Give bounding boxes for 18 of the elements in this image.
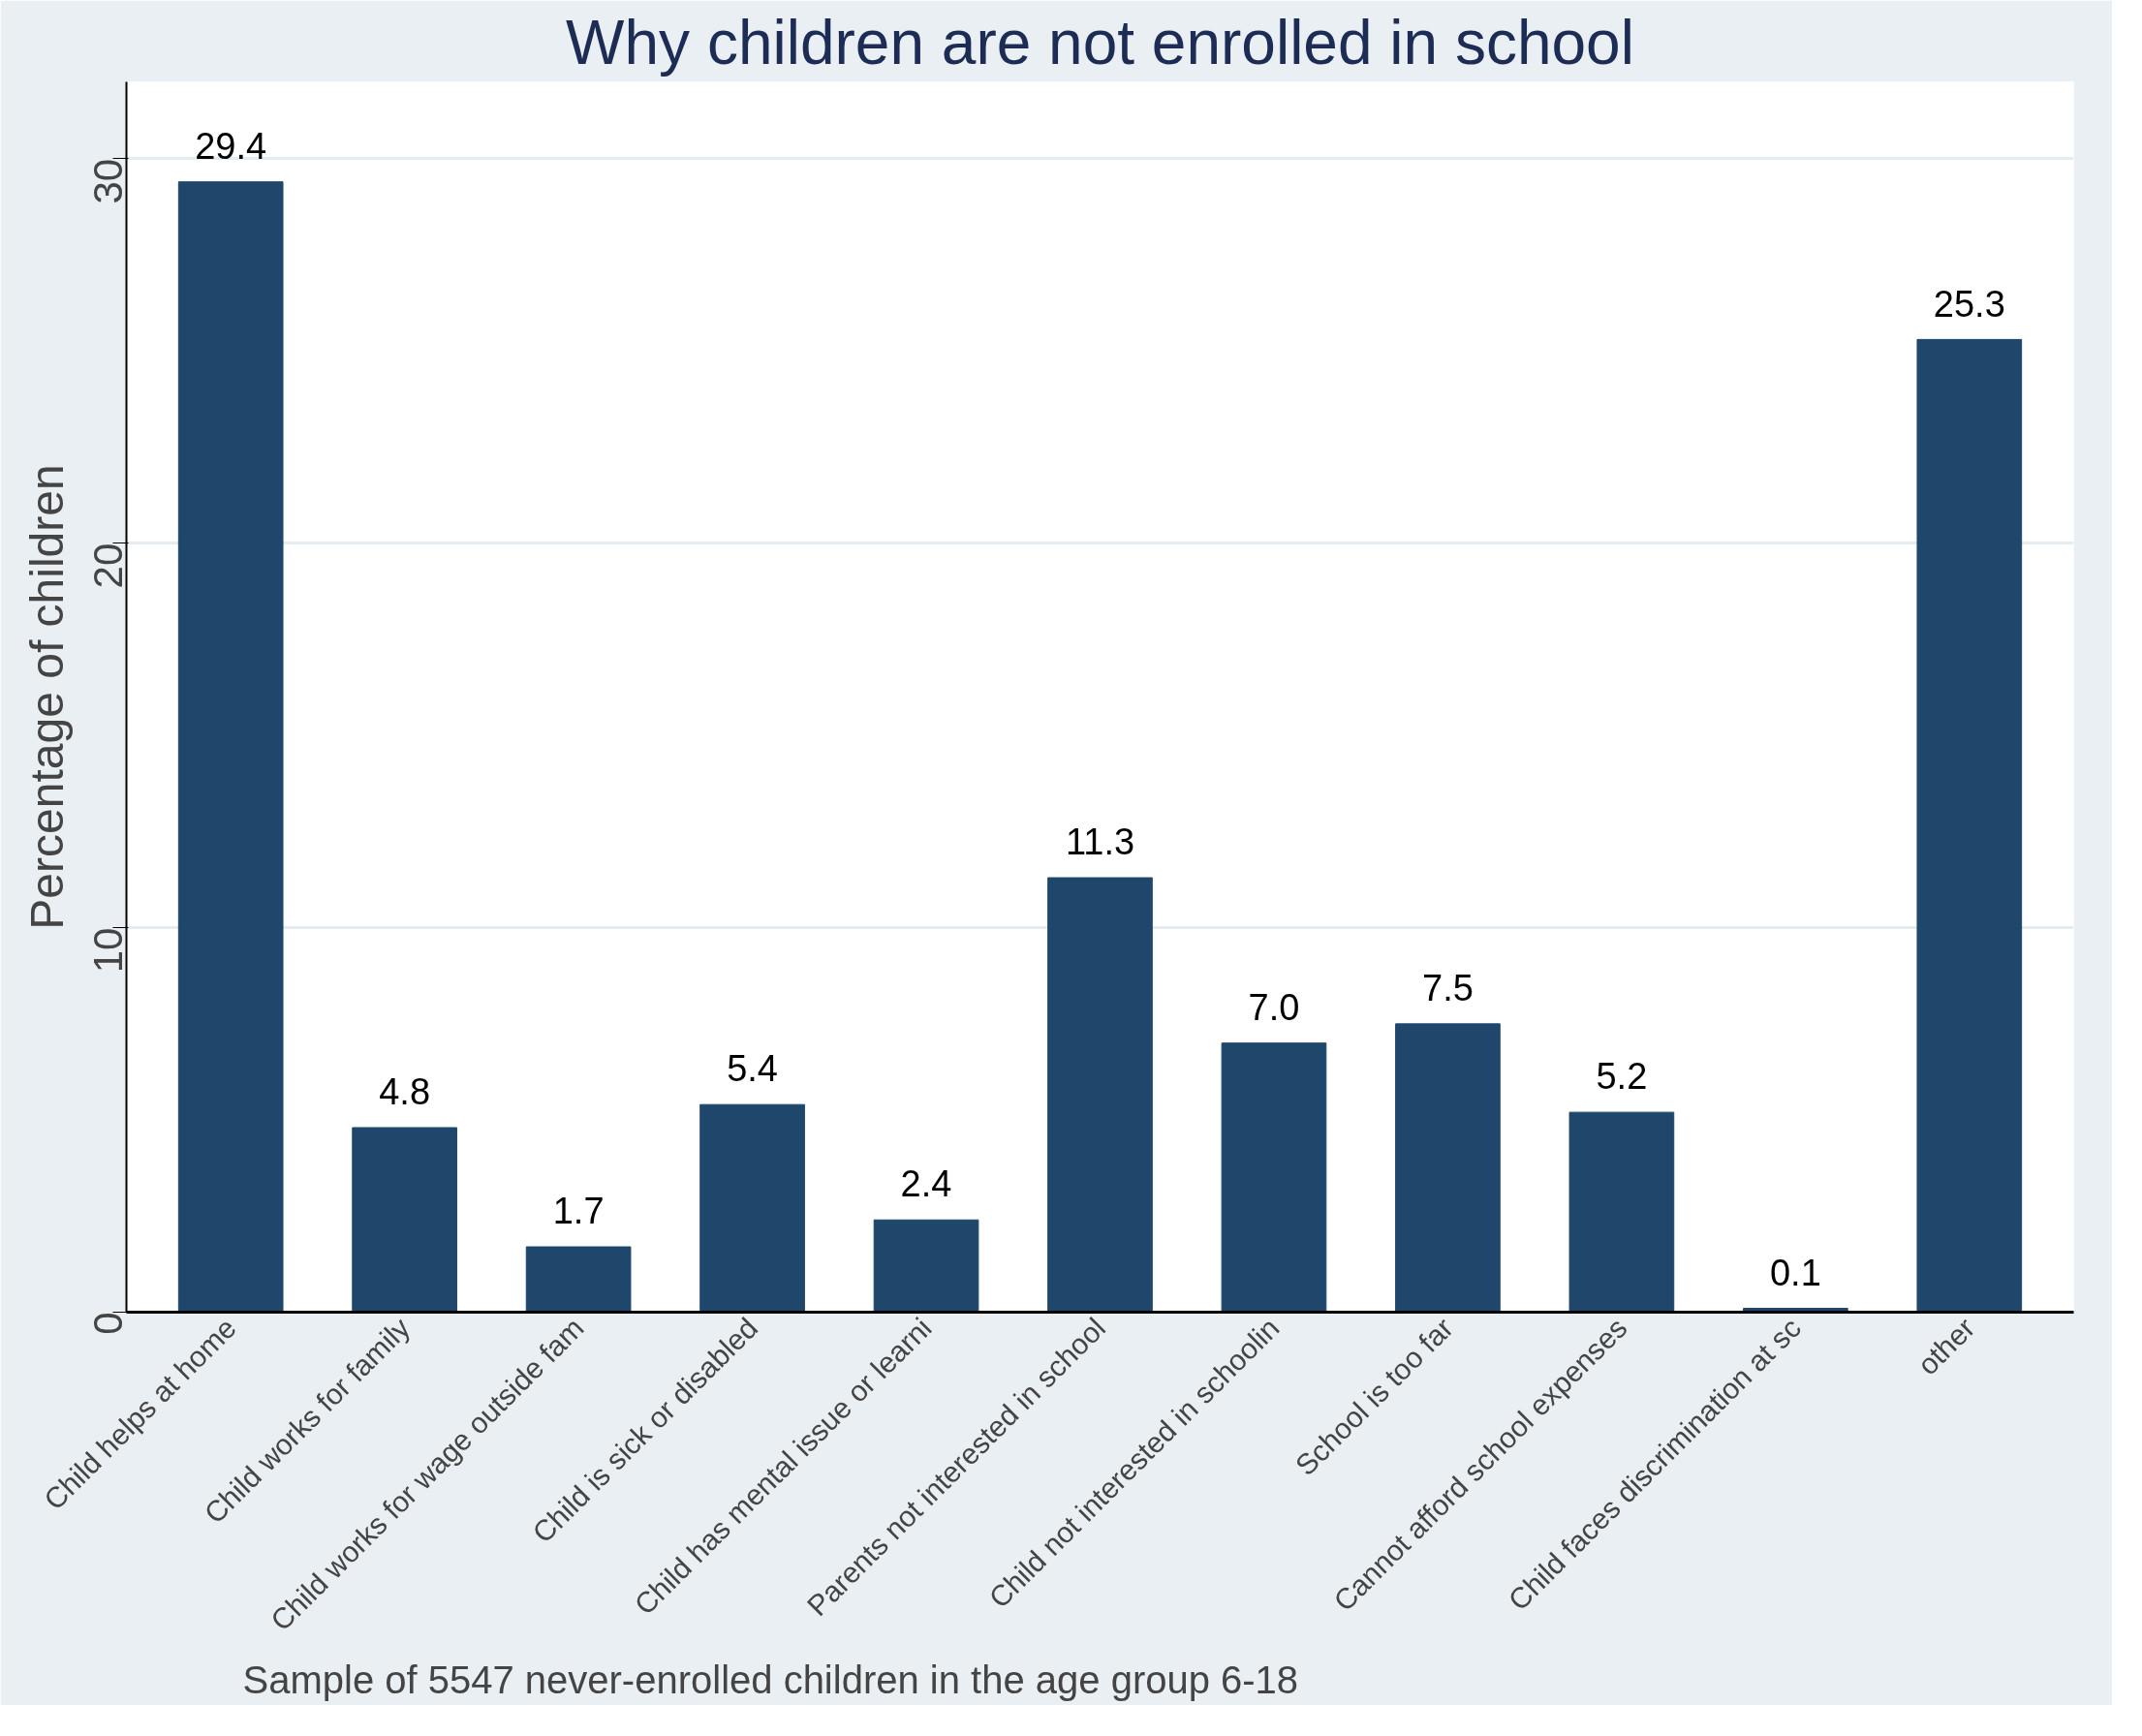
y-tick-label: 20 bbox=[85, 542, 131, 589]
data-label: 4.8 bbox=[379, 1071, 431, 1113]
data-label: 25.3 bbox=[1933, 283, 2005, 325]
y-tick-label: 30 bbox=[85, 158, 131, 204]
text: Sample of 5547 never-enrolled children in the age group 6-18 bbox=[242, 1658, 1299, 1701]
data-label: 7.0 bbox=[1248, 986, 1300, 1028]
y-axis-title: Percentage of children bbox=[20, 464, 73, 930]
data-label: 0.1 bbox=[1769, 1252, 1821, 1293]
data-label: 7.5 bbox=[1422, 968, 1474, 1009]
y-tick-label: 10 bbox=[85, 927, 131, 974]
data-label: 5.2 bbox=[1596, 1056, 1648, 1098]
data-label: 2.4 bbox=[900, 1163, 952, 1205]
data-label: 29.4 bbox=[195, 125, 267, 167]
data-label: 5.4 bbox=[727, 1048, 778, 1090]
chart-title: Why children are not enrolled in school bbox=[566, 7, 1634, 78]
data-label: 11.3 bbox=[1065, 822, 1135, 863]
data-label: 1.7 bbox=[552, 1191, 605, 1232]
y-tick-label: 0 bbox=[85, 1312, 131, 1335]
